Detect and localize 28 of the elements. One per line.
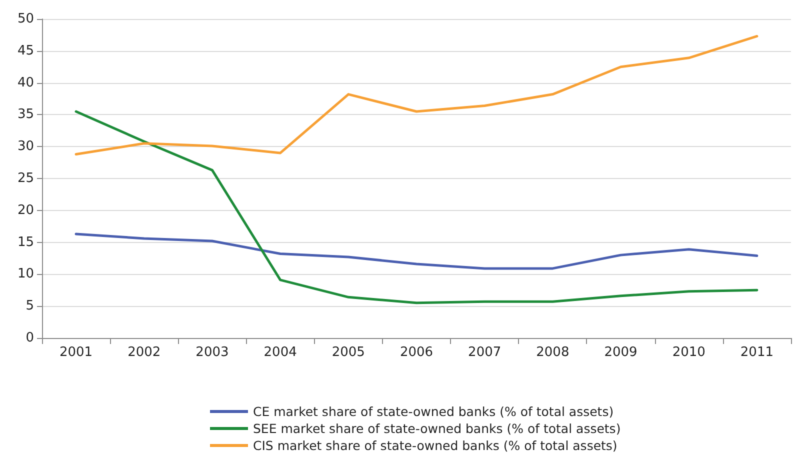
y-tick-label: 15: [17, 234, 34, 250]
x-tick-label: 2008: [536, 345, 570, 360]
x-tick-label: 2007: [468, 345, 502, 360]
legend-label: CIS market share of state-owned banks (% of total assets): [253, 438, 618, 453]
x-tick-label: 2001: [60, 345, 93, 360]
y-tick-label: 30: [17, 139, 34, 154]
y-tick-label: 20: [17, 202, 34, 218]
x-tick-label: 2010: [672, 345, 706, 360]
x-tick-label: 2011: [740, 345, 774, 360]
y-tick-label: 40: [17, 75, 34, 90]
line-series: [74, 232, 758, 270]
x-tick-label: 2003: [196, 345, 229, 360]
y-tick-label: 5: [26, 298, 34, 314]
x-tick-label: 2005: [332, 345, 365, 360]
x-tick-label: 2002: [128, 345, 161, 360]
y-tick-label: 0: [26, 330, 34, 346]
legend-label: CE market share of state-owned banks (% of total assets): [253, 404, 614, 419]
y-tick-label: 45: [17, 43, 34, 58]
y-tick-label: 35: [17, 107, 34, 122]
y-tick-label: 25: [17, 171, 34, 186]
line-series: [74, 110, 758, 304]
x-tick-label: 2009: [604, 345, 638, 360]
y-tick-label: 10: [17, 266, 34, 282]
y-tick-label: 50: [17, 12, 34, 26]
line-series: [74, 34, 758, 156]
x-tick-label: 2004: [264, 345, 297, 360]
legend-label: SEE market share of state-owned banks (% of total assets): [253, 421, 621, 436]
x-tick-label: 2006: [400, 345, 434, 360]
